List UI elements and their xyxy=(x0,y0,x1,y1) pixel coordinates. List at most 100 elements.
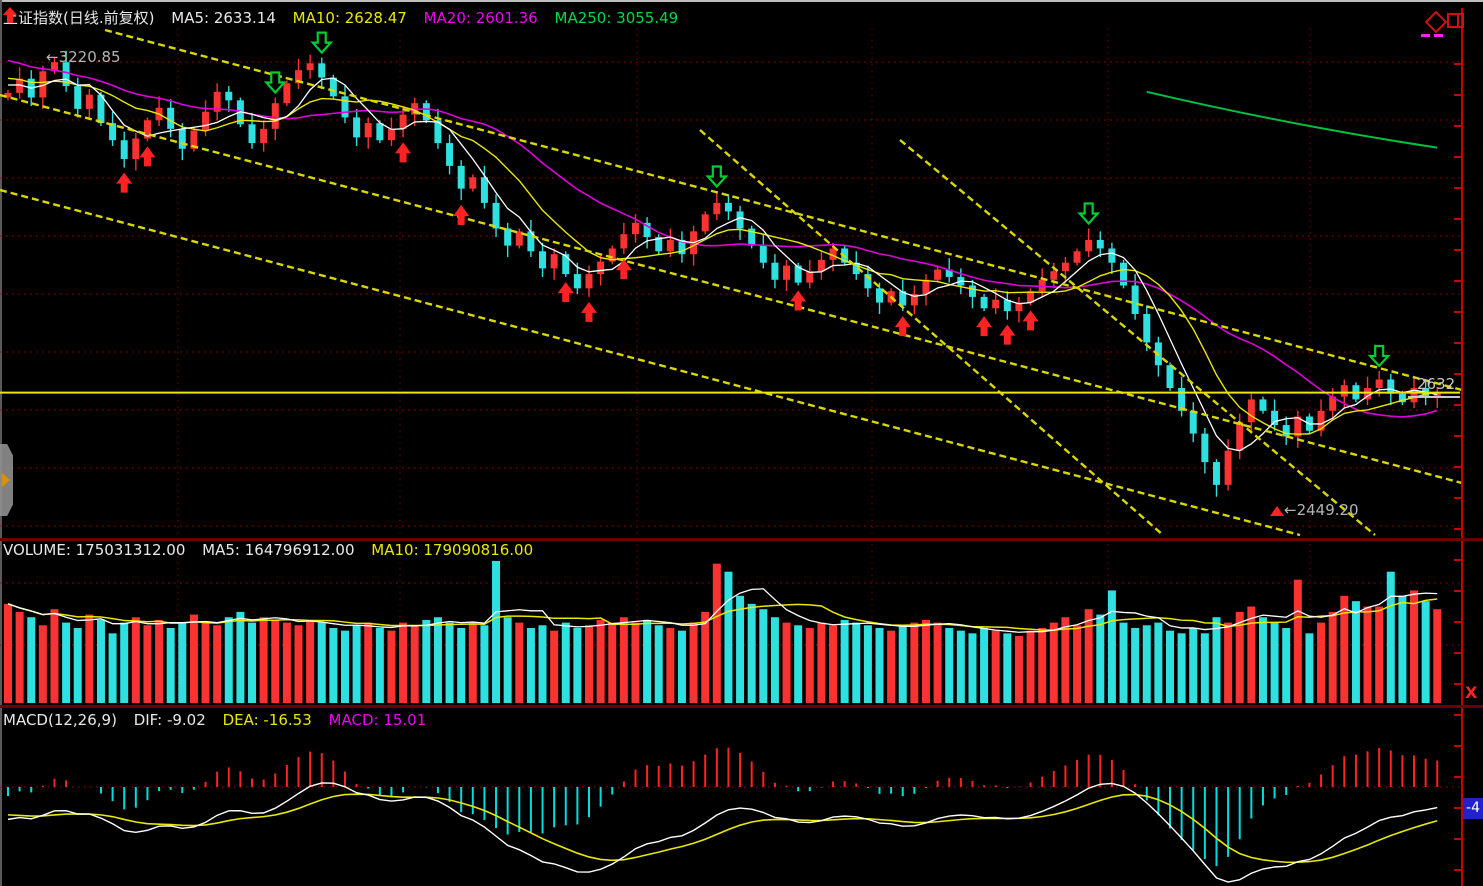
sell-signal-arrow-icon xyxy=(1077,202,1101,226)
buy-signal-arrow-icon xyxy=(999,324,1016,345)
candle xyxy=(783,265,791,280)
volume-bar xyxy=(1433,609,1442,703)
volume-bar xyxy=(585,625,593,703)
volume-bar xyxy=(73,627,82,703)
candle xyxy=(910,294,918,306)
ma5-line xyxy=(7,77,1438,452)
volume-bar xyxy=(271,619,280,703)
peak-price-label: ←3220.85 xyxy=(46,48,121,66)
volume-bar xyxy=(143,625,152,703)
candle xyxy=(190,130,198,149)
instrument-title: 上证指数(日线.前复权) xyxy=(3,9,155,27)
volume-bar xyxy=(492,560,501,703)
volume-bar xyxy=(991,630,1000,703)
volume-bar xyxy=(340,630,349,703)
volume-bar xyxy=(1398,595,1407,703)
buy-signal-arrow-icon xyxy=(116,172,133,193)
trendline xyxy=(899,139,1376,536)
candle xyxy=(968,285,976,297)
candle xyxy=(283,83,291,104)
volume-bar xyxy=(364,622,373,703)
volume-bar xyxy=(829,625,838,703)
buy-signal-arrow-icon xyxy=(581,301,597,322)
ma5-value: MA5: 2633.14 xyxy=(171,9,276,27)
volume-bar xyxy=(1200,633,1209,703)
candle xyxy=(922,279,930,295)
volume-bar xyxy=(1189,627,1198,703)
candle xyxy=(504,228,512,246)
candle xyxy=(945,269,953,277)
volume-bar xyxy=(131,617,140,703)
candle xyxy=(876,288,883,303)
volume-bar xyxy=(399,622,408,703)
candle xyxy=(480,177,488,203)
up-trend-arrow-icon xyxy=(3,7,17,23)
candle xyxy=(1178,388,1186,411)
candle xyxy=(132,138,140,160)
candle xyxy=(550,254,558,269)
candle xyxy=(469,177,477,189)
volume-bar xyxy=(445,622,454,703)
volume-bar xyxy=(1142,625,1151,703)
volume-bar xyxy=(1003,633,1012,703)
panel-separator xyxy=(0,705,1483,708)
volume-bar xyxy=(1154,622,1163,703)
window-left-border xyxy=(0,0,2,886)
expand-arrow-icon xyxy=(2,473,10,487)
volume-bar xyxy=(1258,617,1267,703)
ma10-value: MA10: 2628.47 xyxy=(292,9,407,27)
candle xyxy=(1259,399,1267,411)
dash-marker-icon xyxy=(1434,34,1443,37)
candle xyxy=(318,63,326,78)
candle xyxy=(1364,388,1372,400)
candle xyxy=(85,94,93,109)
candle xyxy=(794,265,802,283)
volume-bar xyxy=(1351,601,1360,703)
trendline xyxy=(699,129,1164,536)
volume-bar xyxy=(259,617,268,703)
indicator-close-button[interactable]: X xyxy=(1465,683,1478,702)
volume-bar xyxy=(1061,617,1070,703)
volume-bar xyxy=(480,625,489,703)
volume-bar xyxy=(410,625,419,703)
volume-bar xyxy=(248,622,257,703)
volume-bar xyxy=(794,625,803,703)
candle xyxy=(97,94,105,124)
dif-line xyxy=(7,782,1438,883)
volume-bar xyxy=(1247,606,1256,703)
volume-bar xyxy=(1293,579,1302,703)
sell-signal-arrow-icon xyxy=(1367,344,1391,368)
candle xyxy=(724,202,732,212)
candle xyxy=(666,239,674,252)
volume-bar xyxy=(27,617,36,703)
volume-bar xyxy=(968,633,977,703)
left-panel-expander[interactable] xyxy=(0,444,13,516)
candle xyxy=(1387,379,1395,394)
candle xyxy=(1131,285,1139,314)
buy-signal-arrow-icon xyxy=(615,259,632,280)
window-top-border xyxy=(0,0,1483,2)
split-window-icon[interactable] xyxy=(1447,13,1464,28)
volume-bar xyxy=(282,622,291,703)
volume-bar xyxy=(201,622,210,703)
candle xyxy=(492,202,500,229)
volume-bar xyxy=(596,619,605,703)
volume-bar xyxy=(643,619,652,703)
volume-bar xyxy=(852,622,861,703)
volume-bar xyxy=(352,625,361,703)
candle xyxy=(1375,379,1383,389)
volume-bar xyxy=(1340,595,1349,703)
candle xyxy=(178,128,186,149)
volume-bar xyxy=(38,625,47,703)
candle xyxy=(1120,262,1128,286)
panel-separator xyxy=(0,538,1483,541)
volume-ma10-value: MA10: 179090816.00 xyxy=(371,541,534,559)
volume-bar xyxy=(805,627,814,703)
macd-axis-value-badge: -4 xyxy=(1463,798,1483,819)
dash-marker-icon xyxy=(1421,34,1430,37)
candle xyxy=(655,237,663,252)
volume-bar xyxy=(224,617,233,703)
candle xyxy=(527,231,535,252)
candle xyxy=(120,140,128,160)
candle xyxy=(225,91,233,101)
